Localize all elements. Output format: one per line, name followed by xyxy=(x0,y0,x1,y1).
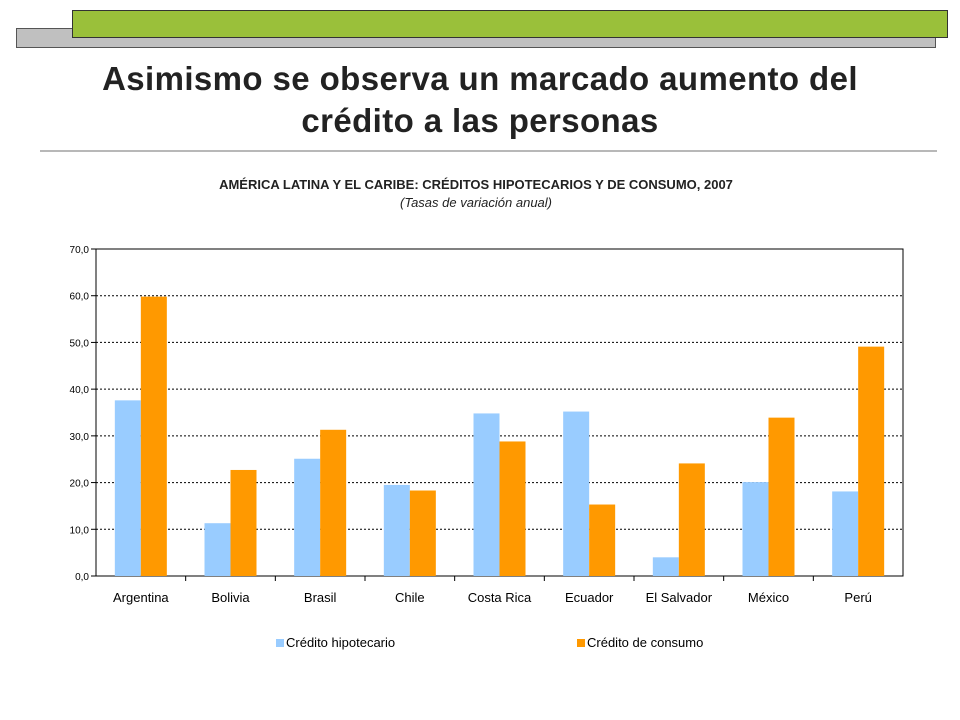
bar-hipotecario xyxy=(383,484,410,576)
y-tick-label: 30,0 xyxy=(70,432,90,443)
x-category-label: Bolivia xyxy=(211,590,250,605)
bar-hipotecario xyxy=(204,523,231,576)
chart-title: AMÉRICA LATINA Y EL CARIBE: CRÉDITOS HIP… xyxy=(219,177,733,192)
legend-swatch xyxy=(276,639,284,647)
title-divider xyxy=(40,150,937,152)
bar-hipotecario xyxy=(294,458,321,576)
bar-consumo xyxy=(409,490,436,576)
bar-hipotecario xyxy=(563,411,590,576)
y-tick-label: 60,0 xyxy=(70,292,90,303)
y-tick-label: 70,0 xyxy=(70,245,90,256)
y-tick-label: 0,0 xyxy=(75,572,89,583)
bar-consumo xyxy=(678,463,705,576)
bar-consumo xyxy=(589,504,616,576)
x-category-label: El Salvador xyxy=(646,590,713,605)
x-category-label: México xyxy=(748,590,789,605)
chart-subtitle: (Tasas de variación anual) xyxy=(400,195,552,210)
bar-consumo xyxy=(499,441,526,576)
bar-consumo xyxy=(230,469,257,576)
x-category-label: Brasil xyxy=(304,590,337,605)
slide-title-line-2: crédito a las personas xyxy=(301,102,659,139)
bar-hipotecario xyxy=(473,413,500,576)
bar-hipotecario xyxy=(832,491,859,576)
legend-label: Crédito hipotecario xyxy=(286,635,395,650)
header-decoration-green-bar xyxy=(72,10,948,38)
bar-hipotecario xyxy=(652,557,679,576)
legend-label: Crédito de consumo xyxy=(587,635,703,650)
x-category-label: Costa Rica xyxy=(468,590,532,605)
bar-consumo xyxy=(858,346,885,576)
slide-title-line-1: Asimismo se observa un marcado aumento d… xyxy=(102,60,858,97)
y-tick-label: 50,0 xyxy=(70,338,90,349)
x-category-label: Chile xyxy=(395,590,425,605)
bar-hipotecario xyxy=(114,400,141,576)
legend-swatch xyxy=(577,639,585,647)
x-category-label: Argentina xyxy=(113,590,169,605)
bar-consumo xyxy=(140,296,167,576)
bar-consumo xyxy=(320,429,347,576)
y-tick-label: 10,0 xyxy=(70,525,90,536)
y-tick-label: 20,0 xyxy=(70,479,90,490)
y-tick-label: 40,0 xyxy=(70,385,90,396)
slide-title: Asimismo se observa un marcado aumento d… xyxy=(20,58,940,142)
bar-consumo xyxy=(768,417,795,576)
bar-hipotecario xyxy=(742,482,769,576)
x-category-label: Perú xyxy=(844,590,871,605)
x-category-label: Ecuador xyxy=(565,590,614,605)
